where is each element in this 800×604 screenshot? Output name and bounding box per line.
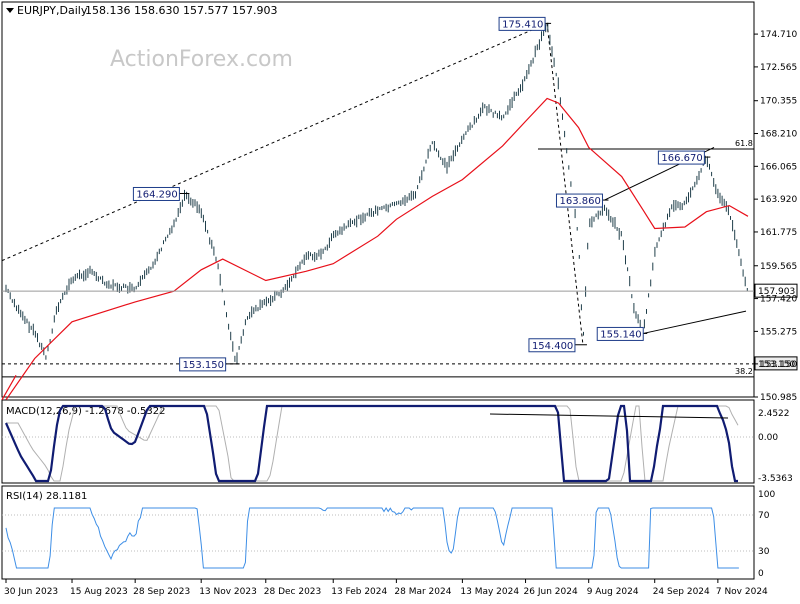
price-label-text: 154.400 [532,341,573,352]
current-price-text: 157.903 [758,287,795,297]
price-label-box [498,16,546,31]
price-label-text: 164.290 [136,189,177,200]
macd-tick-zero: 0.00 [758,433,778,443]
collapse-triangle-icon [6,8,14,13]
rsi-tick-0: 0 [758,569,764,579]
rsi-panel [1,485,755,580]
x-tick-label: 13 May 2024 [460,587,519,597]
price-label-text: 153.150 [183,360,224,371]
moving-average-line [5,97,749,401]
price-label-box [179,357,227,372]
price-label-text: 166.670 [661,153,702,164]
price-y-tick-label: 150.985 [760,393,797,403]
price-bars [5,22,748,364]
rsi-tick-100: 100 [758,490,775,500]
fib-382-label: 38.2 [735,367,753,376]
x-tick-label: 28 Sep 2023 [133,587,190,597]
x-tick-label: 26 Jun 2024 [524,587,578,597]
price-y-tick-label: 153.150 [760,360,797,370]
macd-divergence-line [489,413,729,419]
support-price-text: 153.150 [758,360,795,370]
price-label-text: 175.410 [502,19,543,30]
price-y-tick-label: 170.355 [760,97,797,107]
x-tick-label: 15 Aug 2023 [70,587,128,597]
price-label-text: 155.140 [600,329,641,340]
price-y-tick-label: 161.775 [760,228,797,238]
x-axis: 30 Jun 2023 15 Aug 2023 28 Sep 2023 13 Nov … [4,579,768,597]
fib-618-label: 61.8 [735,139,753,148]
rsi-line [5,507,739,569]
macd-tick-bottom: -3.5363 [758,474,793,484]
price-y-tick-label: 166.065 [760,162,797,172]
x-tick-label: 13 Feb 2024 [331,587,387,597]
macd-indicator: MACD(12,26,9) -1.2678 -0.5322 2.4522 0.0… [2,404,793,484]
lower-channel-line [643,310,747,334]
x-tick-label: 30 Jun 2023 [4,587,58,597]
watermark: ActionForex.com [110,47,293,72]
chart-header: EURJPY,Daily 158.136 158.630 157.577 157… [6,4,277,17]
horizontal-levels: 61.8 38.2 [2,139,754,378]
x-tick-label: 24 Sep 2024 [653,587,710,597]
rsi-tick-30: 30 [758,547,770,557]
symbol-label: EURJPY,Daily [17,4,88,17]
price-label-text: 163.860 [559,196,600,207]
price-label-box [596,326,644,341]
macd-title: MACD(12,26,9) -1.2678 -0.5322 [6,406,166,417]
current-price-tag [754,283,798,298]
price-label-box [555,193,603,208]
x-tick-label: 28 Dec 2023 [264,587,322,597]
rsi-title: RSI(14) 28.1181 [6,491,87,502]
ohlc-values: 158.136 158.630 157.577 157.903 [85,4,277,17]
rsi-indicator: RSI(14) 28.1181 100 70 30 0 [2,490,775,579]
price-y-tick-label: 174.710 [760,30,797,40]
x-tick-label: 28 Mar 2024 [394,587,451,597]
price-y-tick-label: 163.920 [760,195,797,205]
price-y-tick-label: 157.420 [760,295,797,305]
price-label-box [657,150,705,165]
price-y-axis: 174.710 172.565 170.355 168.210 166.065 163.9… [754,30,797,403]
x-tick-label: 13 Nov 2023 [199,587,257,597]
ma-tail [1,375,17,401]
price-y-tick-label: 168.210 [760,130,797,140]
price-label-box [132,186,180,201]
price-y-tick-label: 159.565 [760,262,797,272]
x-tick-label: 9 Aug 2024 [587,587,639,597]
rsi-tick-70: 70 [758,511,770,521]
x-tick-label: 7 Nov 2024 [716,587,768,597]
price-label-box [528,338,576,353]
price-y-tick-label: 155.275 [760,327,797,337]
macd-tick-top: 2.4522 [758,409,790,419]
macd-main-line [4,404,738,483]
price-y-tick-label: 172.565 [760,63,797,73]
price-labels: 175.410 164.290 153.150 166.670 163.860 154.4… [2,16,798,372]
